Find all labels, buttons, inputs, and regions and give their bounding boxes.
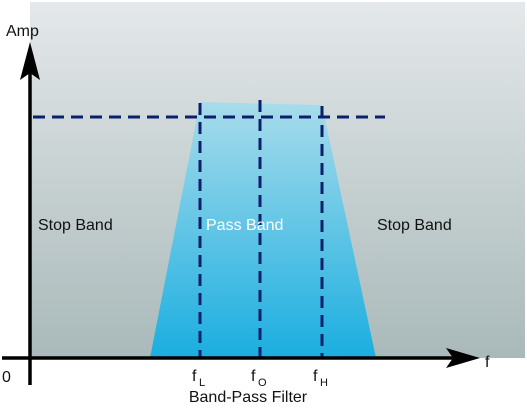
marker-fh-base: f [313, 368, 318, 385]
marker-fl-base: f [192, 368, 197, 385]
origin-label: 0 [2, 369, 11, 386]
marker-fl-sub: L [199, 377, 205, 389]
marker-fl-label: f L [192, 368, 205, 389]
pass-band-label: Pass Band [206, 217, 283, 234]
y-axis-arrow-icon [20, 42, 40, 80]
pass-band-shape [150, 102, 376, 358]
stop-band-right-label: Stop Band [377, 217, 452, 234]
marker-fo-sub: O [258, 377, 267, 389]
marker-fh-sub: H [320, 377, 328, 389]
stop-band-left-label: Stop Band [38, 217, 113, 234]
diagram-caption: Band-Pass Filter [189, 389, 308, 406]
marker-fh-label: f H [313, 368, 328, 389]
marker-fo-label: f O [251, 368, 267, 389]
x-axis-label: f [485, 354, 490, 371]
x-axis-arrow-icon [446, 348, 480, 368]
y-axis-label: Amp [6, 23, 39, 40]
marker-fo-base: f [251, 368, 256, 385]
